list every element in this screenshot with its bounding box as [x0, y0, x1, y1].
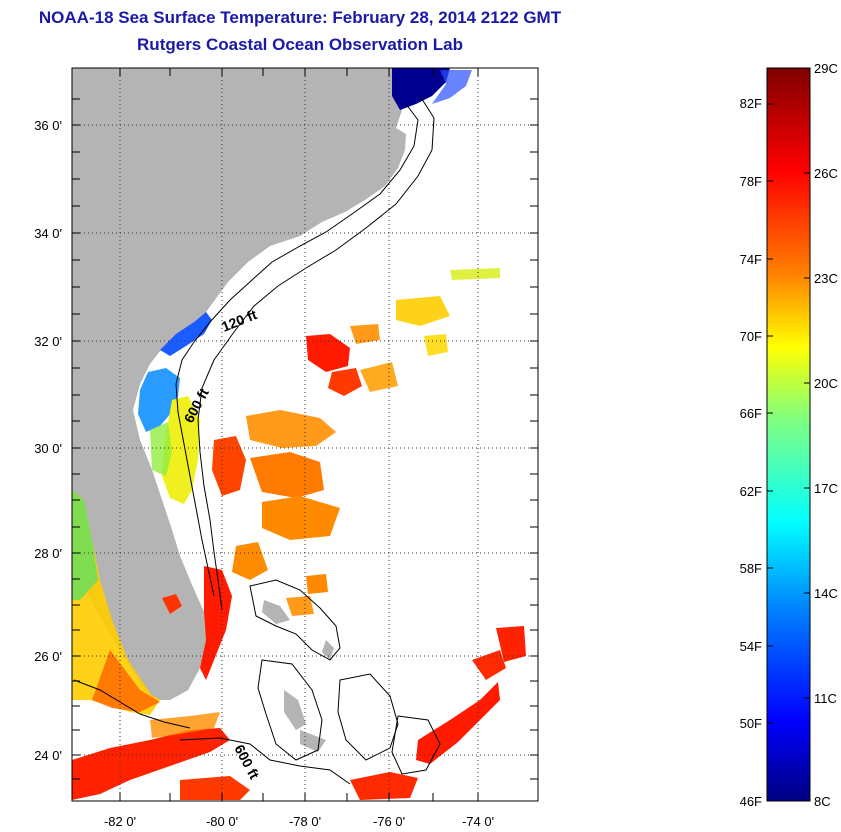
colorbar-f-54: 54F	[740, 639, 762, 654]
lat-label-34: 34 0'	[34, 226, 62, 241]
contour-600ft	[197, 95, 435, 611]
sst-patch-19	[180, 776, 250, 800]
land-florida	[90, 440, 206, 700]
lat-label-24: 24 0'	[34, 748, 62, 763]
colorbar-f-70: 70F	[740, 329, 762, 344]
lat-label-28: 28 0'	[34, 546, 62, 561]
sst-cold-north	[392, 68, 450, 110]
lon-tick-marks	[119, 68, 479, 801]
sst-patch-18	[472, 650, 506, 680]
sst-cold-north-edge	[432, 70, 472, 104]
land-bahamas-exuma	[300, 730, 326, 752]
lon-label-76: -76 0'	[373, 814, 405, 829]
colorbar-f-82: 82F	[740, 96, 762, 111]
sst-gulf-green	[72, 490, 98, 600]
colorbar-c-23: 23C	[814, 271, 838, 286]
sst-patch-1	[306, 334, 350, 372]
sst-lake-okeechobee	[162, 594, 182, 614]
sst-patch-7	[232, 542, 268, 580]
lat-label-32: 32 0'	[34, 334, 62, 349]
colorbar-f-46: 46F	[740, 794, 762, 809]
page-subtitle: Rutgers Coastal Ocean Observation Lab	[137, 35, 463, 54]
colorbar-c-20: 20C	[814, 376, 838, 391]
lat-tick-marks	[72, 98, 538, 780]
land-bahamas-eleuthera	[322, 640, 334, 660]
colorbar-ticks	[767, 103, 810, 724]
sst-patch-13	[306, 574, 328, 594]
colorbar-f-50: 50F	[740, 716, 762, 731]
sst-patch-6	[262, 496, 340, 540]
sst-patch-12	[450, 268, 500, 280]
sst-florida-keys-orange	[150, 712, 220, 738]
sst-patch-14	[286, 596, 314, 616]
land-bahamas-abaco	[262, 600, 290, 624]
sst-patch-11	[424, 334, 448, 356]
sst-florida-keys	[72, 728, 230, 800]
contour-keys	[179, 737, 351, 785]
colorbar-c-29: 29C	[814, 61, 838, 76]
colorbar-f-78: 78F	[740, 174, 762, 189]
lon-label-74: -74 0'	[462, 814, 494, 829]
contour-bahamas-d	[391, 715, 441, 775]
lon-label-80: -80 0'	[206, 814, 238, 829]
sst-gulf-shelf	[72, 490, 160, 715]
contour-bahamas-b	[257, 659, 323, 761]
colorbar-f-58: 58F	[740, 561, 762, 576]
sst-patch-2	[328, 368, 362, 396]
contour-120ft	[175, 103, 419, 597]
lat-label-30: 30 0'	[34, 441, 62, 456]
sst-patch-17	[350, 772, 418, 800]
sst-gulf-warm	[92, 650, 160, 712]
colorbar-c-14: 14C	[814, 586, 838, 601]
land-bahamas-andros	[284, 690, 306, 730]
colorbar-f-74: 74F	[740, 252, 762, 267]
colorbar-c-11: 11C	[814, 691, 837, 706]
sst-patch-3	[246, 410, 336, 448]
sst-patch-5	[250, 452, 324, 498]
colorbar-c-8: 8C	[814, 794, 831, 809]
lon-label-82: -82 0'	[104, 814, 136, 829]
contour-bahamas-c	[337, 673, 399, 761]
colorbar-gradient	[766, 67, 811, 802]
sst-patch-4	[212, 436, 246, 496]
colorbar-c-26: 26C	[814, 166, 838, 181]
page-title: NOAA-18 Sea Surface Temperature: Februar…	[38, 8, 562, 27]
sst-coastal-blue-georgia	[138, 368, 180, 432]
sst-patch-10	[396, 296, 450, 326]
lat-label-26: 26 0'	[34, 649, 62, 664]
sst-coastal-blue-carolina	[160, 312, 212, 356]
sst-gulf-stream-south	[200, 566, 232, 680]
contour-bahamas-a	[249, 579, 341, 661]
lon-label-78: -78 0'	[289, 814, 321, 829]
sst-patch-15	[416, 682, 500, 764]
colorbar-f-62: 62F	[740, 484, 762, 499]
colorbar-f-66: 66F	[740, 406, 762, 421]
sst-coastal-green-florida	[150, 422, 172, 476]
sst-patch-16	[496, 626, 526, 662]
contour-gulf	[73, 679, 191, 729]
lat-label-36: 36 0'	[34, 118, 62, 133]
colorbar-c-17: 17C	[814, 481, 838, 496]
graticule	[72, 68, 538, 801]
sst-patch-8	[350, 324, 380, 344]
